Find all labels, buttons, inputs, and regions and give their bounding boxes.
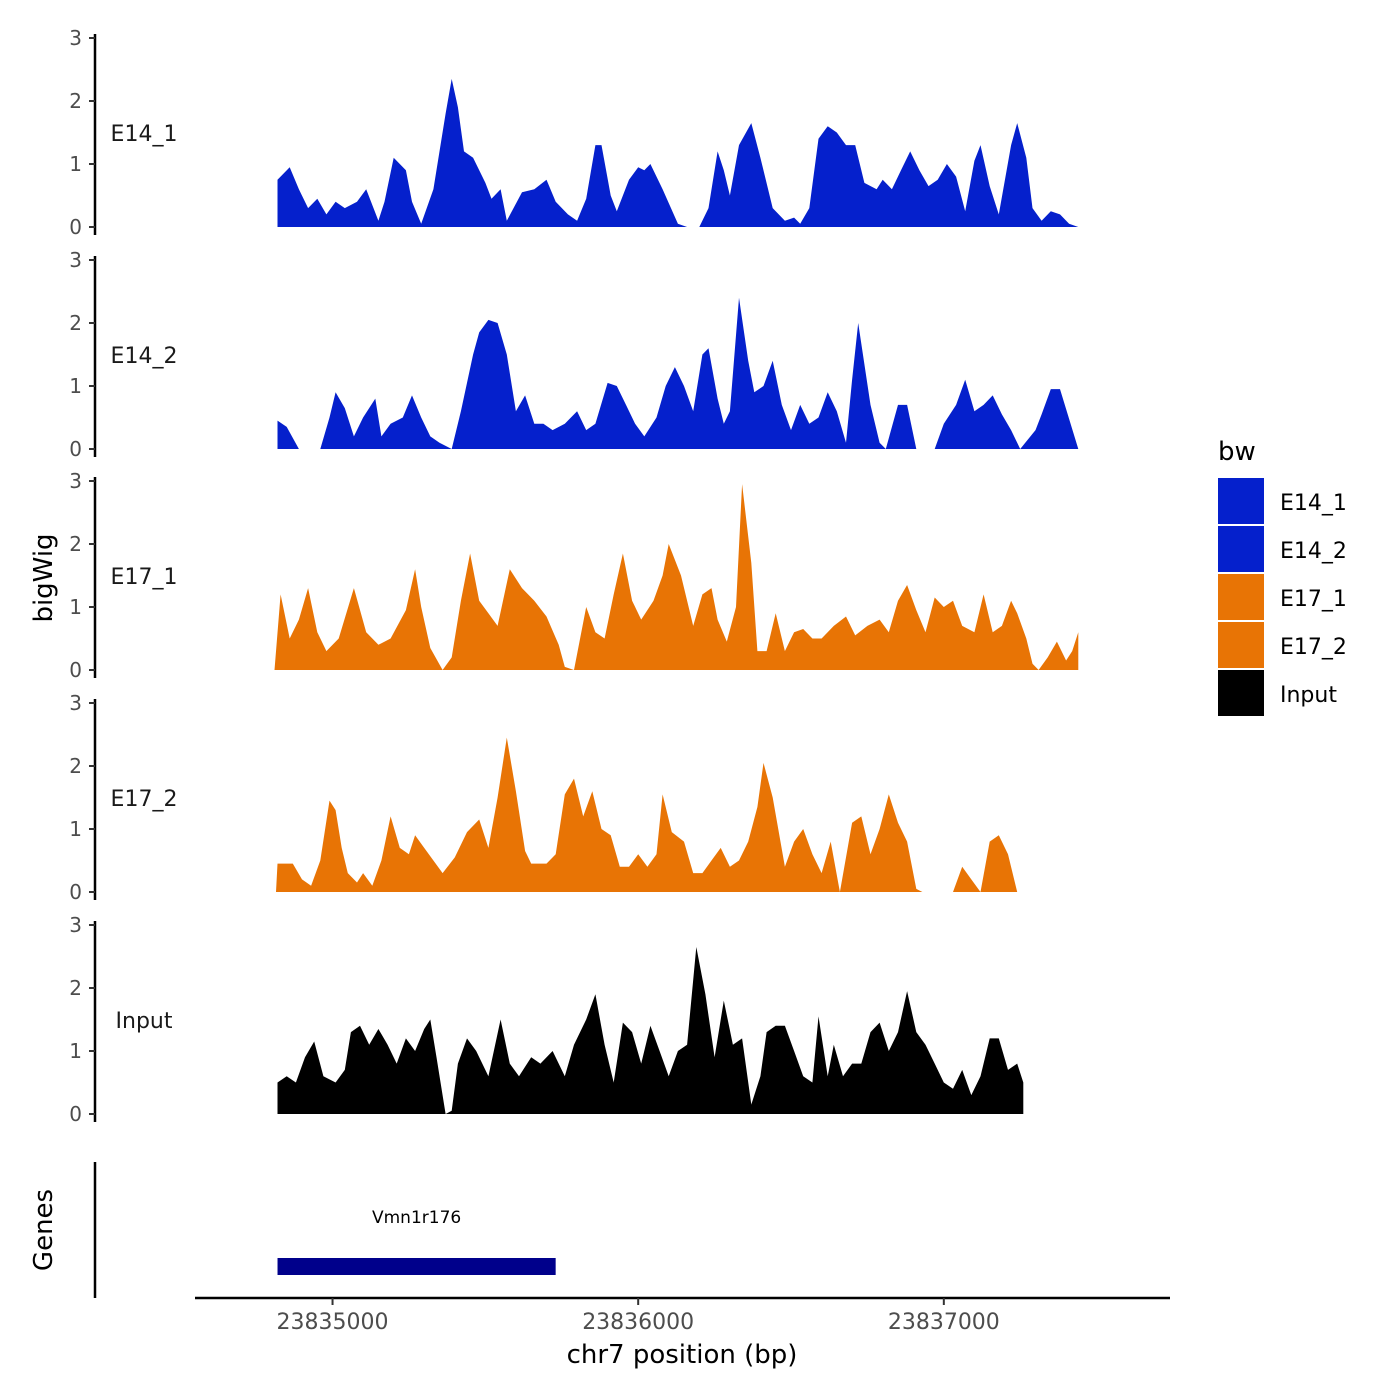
y-tick-label: 0 (69, 437, 82, 461)
x-tick-label: 23837000 (888, 1310, 1000, 1335)
legend: bw E14_1 E14_2 E17_1 E17_2 Input (1218, 437, 1347, 716)
legend-swatch-E17_1 (1218, 574, 1264, 620)
coverage-area-E14_2 (277, 297, 1079, 449)
legend-swatch-Input (1218, 670, 1264, 716)
coverage-area-Input (277, 947, 1024, 1114)
y-tick-label: 2 (69, 532, 82, 556)
x-tick-label: 23835000 (277, 1310, 389, 1335)
x-tick-label: 23836000 (582, 1310, 694, 1335)
y-tick-label: 1 (69, 1039, 82, 1063)
panel-E14_2: 0 1 2 3 E14_2 (69, 248, 1079, 461)
y-tick-label: 2 (69, 754, 82, 778)
coverage-area-E17_2 (276, 737, 1018, 892)
y-tick-label: 1 (69, 374, 82, 398)
legend-swatch-E14_1 (1218, 478, 1264, 524)
gene-label: Vmn1r176 (372, 1208, 461, 1228)
y-tick-label: 0 (69, 880, 82, 904)
y-tick-label: 3 (69, 691, 82, 715)
legend-swatch-E17_2 (1218, 622, 1264, 668)
genes-track-title: Genes (29, 1189, 59, 1271)
panel-Input: 0 1 2 3 Input (69, 913, 1024, 1126)
coverage-area-E17_1 (274, 484, 1079, 670)
legend-label: E14_2 (1280, 539, 1347, 564)
legend-label: E17_1 (1280, 587, 1347, 612)
x-axis: 23835000 23836000 23837000 chr7 position (… (195, 1296, 1170, 1370)
y-tick-label: 2 (69, 311, 82, 335)
track-label: Input (116, 1009, 173, 1034)
y-tick-label: 3 (69, 469, 82, 493)
panel-E17_1: 0 1 2 3 E17_1 (69, 469, 1079, 682)
track-label: E17_2 (111, 787, 178, 812)
panel-E17_2: 0 1 2 3 E17_2 (69, 691, 1018, 904)
y-tick-label: 2 (69, 976, 82, 1000)
y-tick-label: 3 (69, 913, 82, 937)
genes-track: Genes Vmn1r176 (29, 1162, 556, 1298)
y-tick-label: 1 (69, 152, 82, 176)
tracks-group: 0 1 2 3 E14_1 0 1 2 3 E14_2 0 1 2 3 E17_1 0 1 2 3 E17_2 0 1 2 3… (69, 26, 1079, 1126)
legend-entries: E14_1 E14_2 E17_1 E17_2 Input (1218, 478, 1347, 716)
legend-title: bw (1218, 437, 1256, 467)
x-axis-title: chr7 position (bp) (567, 1340, 798, 1370)
y-axis-title: bigWig (29, 533, 59, 622)
y-tick-label: 3 (69, 248, 82, 272)
gene-bar (277, 1258, 556, 1275)
y-tick-label: 0 (69, 658, 82, 682)
legend-label: E14_1 (1280, 491, 1347, 516)
track-label: E14_2 (111, 344, 178, 369)
legend-label: E17_2 (1280, 635, 1347, 660)
coverage-area-E14_1 (277, 78, 1079, 228)
y-tick-label: 0 (69, 1102, 82, 1126)
track-label: E14_1 (111, 122, 178, 147)
y-tick-label: 3 (69, 26, 82, 50)
y-tick-label: 0 (69, 215, 82, 239)
x-ticks: 23835000 23836000 23837000 (277, 1298, 1000, 1335)
track-label: E17_1 (111, 565, 178, 590)
y-tick-label: 2 (69, 89, 82, 113)
y-tick-label: 1 (69, 595, 82, 619)
legend-swatch-E14_2 (1218, 526, 1264, 572)
panel-E14_1: 0 1 2 3 E14_1 (69, 26, 1079, 239)
legend-label: Input (1280, 683, 1337, 708)
y-tick-label: 1 (69, 817, 82, 841)
